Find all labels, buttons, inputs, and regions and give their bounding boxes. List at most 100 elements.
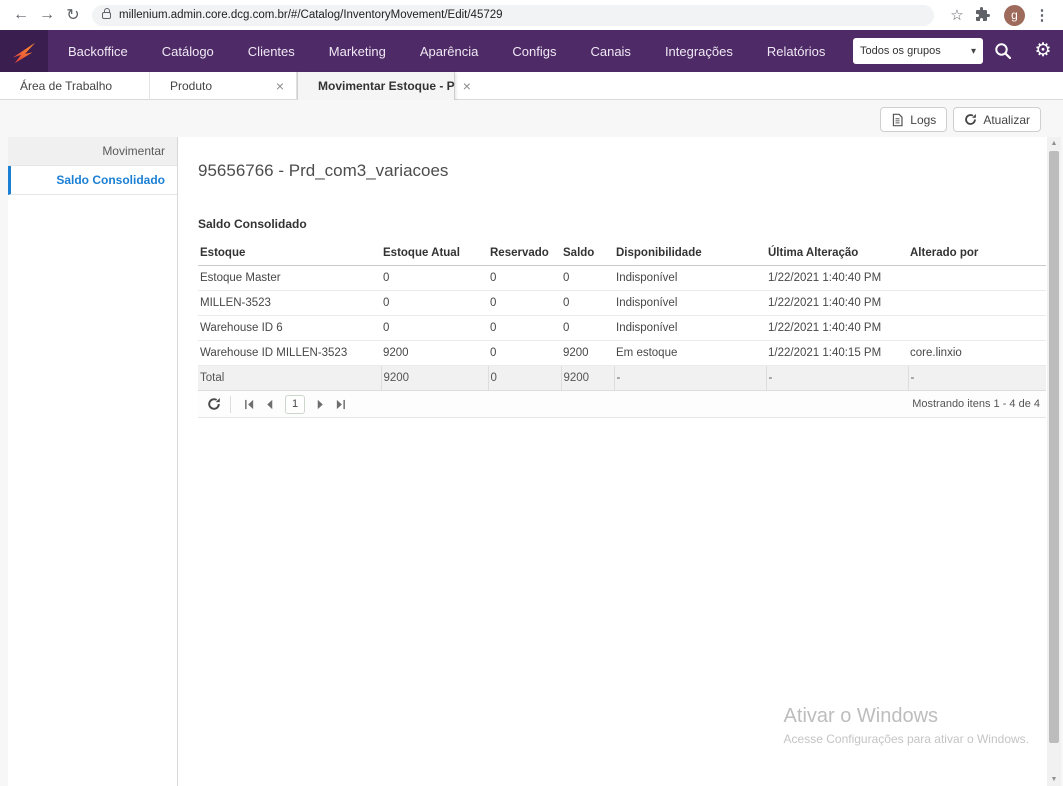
- table-row[interactable]: Estoque Master 0 0 0 Indisponível 1/22/2…: [198, 265, 1046, 291]
- scrollbar-track[interactable]: ▲ ▼: [1047, 137, 1061, 786]
- page-body: Logs Atualizar Movimentar Saldo Consolid…: [0, 100, 1063, 786]
- tab-produto[interactable]: Produto ×: [150, 72, 297, 100]
- total-cell: Total: [198, 365, 381, 391]
- cell: 0: [488, 290, 561, 316]
- column-header-alterado-por[interactable]: Alterado por: [908, 241, 1046, 266]
- settings-gear-icon[interactable]: ⚙: [1034, 40, 1052, 61]
- nav-item-canais[interactable]: Canais: [590, 43, 631, 59]
- cell: Warehouse ID MILLEN-3523: [198, 340, 381, 366]
- last-page-icon[interactable]: [330, 399, 351, 410]
- cell: 0: [561, 290, 614, 316]
- browser-actions: ☆ g ⋮: [944, 4, 1055, 26]
- cell: Em estoque: [614, 340, 766, 366]
- column-header-reservado[interactable]: Reservado: [488, 241, 561, 266]
- next-page-icon[interactable]: [311, 399, 330, 410]
- browser-toolbar: ← → ↻ millenium.admin.core.dcg.com.br/#/…: [0, 0, 1063, 30]
- nav-item-configs[interactable]: Configs: [512, 43, 557, 59]
- scrollbar-thumb[interactable]: [1049, 151, 1059, 743]
- column-header-estoque[interactable]: Estoque: [198, 241, 381, 266]
- table-row[interactable]: Warehouse ID MILLEN-3523 9200 0 9200 Em …: [198, 340, 1046, 366]
- cell: Indisponível: [614, 265, 766, 291]
- first-page-icon[interactable]: [239, 399, 260, 410]
- lock-icon: [102, 7, 111, 19]
- nav-item-catalogo[interactable]: Catálogo: [161, 43, 214, 59]
- scroll-down-icon[interactable]: ▼: [1050, 776, 1058, 783]
- cell: 0: [381, 315, 488, 341]
- prev-page-icon[interactable]: [260, 399, 279, 410]
- nav-item-relatorios[interactable]: Relatórios: [766, 43, 826, 59]
- watermark-title: Ativar o Windows: [783, 705, 939, 727]
- browser-menu-icon[interactable]: ⋮: [1034, 7, 1050, 24]
- cell: [908, 290, 1046, 316]
- reload-icon[interactable]: ↻: [66, 7, 80, 24]
- back-icon[interactable]: ←: [13, 6, 29, 23]
- url-bar[interactable]: millenium.admin.core.dcg.com.br/#/Catalo…: [92, 4, 934, 26]
- nav-item-aparencia[interactable]: Aparência: [419, 43, 479, 59]
- total-cell: -: [765, 365, 908, 391]
- sidebar: Movimentar Saldo Consolidado: [8, 137, 177, 786]
- pagination-status: Mostrando itens 1 - 4 de 4: [912, 398, 1040, 410]
- column-header-disponibilidade[interactable]: Disponibilidade: [614, 241, 766, 266]
- nav-menu: Backoffice Catálogo Clientes Marketing A…: [68, 44, 825, 59]
- logs-button[interactable]: Logs: [880, 107, 948, 132]
- page-toolbar: Logs Atualizar: [880, 107, 1041, 132]
- close-icon[interactable]: ×: [462, 78, 471, 94]
- search-icon[interactable]: [983, 41, 1023, 61]
- page-title: 95656766 - Prd_com3_variacoes: [198, 161, 449, 180]
- column-header-ultima-alteracao[interactable]: Última Alteração: [766, 241, 908, 266]
- cell: Estoque Master: [198, 265, 381, 291]
- table-row[interactable]: MILLEN-3523 0 0 0 Indisponível 1/22/2021…: [198, 290, 1046, 316]
- cell: [908, 315, 1046, 341]
- cell: 0: [488, 340, 561, 366]
- extensions-puzzle-icon[interactable]: [974, 7, 1000, 23]
- pager-refresh-icon[interactable]: [198, 397, 230, 411]
- profile-avatar[interactable]: g: [1004, 4, 1025, 26]
- cell: 1/22/2021 1:40:15 PM: [766, 340, 908, 366]
- cell: MILLEN-3523: [198, 290, 381, 316]
- column-header-saldo[interactable]: Saldo: [561, 241, 614, 266]
- forward-icon[interactable]: →: [39, 6, 55, 23]
- sidebar-item-movimentar[interactable]: Movimentar: [8, 137, 177, 166]
- logs-button-label: Logs: [910, 112, 937, 127]
- cell: 9200: [561, 340, 614, 366]
- tab-label: Movimentar Estoque - P: [318, 79, 455, 93]
- cell: Warehouse ID 6: [198, 315, 381, 341]
- bookmark-star-icon[interactable]: ☆: [950, 7, 964, 24]
- cell: Indisponível: [614, 315, 766, 341]
- nav-item-clientes[interactable]: Clientes: [247, 43, 295, 59]
- cell: 1/22/2021 1:40:40 PM: [766, 315, 908, 341]
- cell: 1/22/2021 1:40:40 PM: [766, 265, 908, 291]
- watermark-subtitle: Acesse Configurações para ativar o Windo…: [783, 732, 1029, 746]
- sidebar-item-saldo-consolidado[interactable]: Saldo Consolidado: [8, 166, 177, 195]
- nav-item-marketing[interactable]: Marketing: [328, 43, 386, 59]
- scroll-up-icon[interactable]: ▲: [1050, 140, 1058, 147]
- nav-item-backoffice[interactable]: Backoffice: [68, 43, 128, 59]
- tabstrip: Área de Trabalho Produto × Movimentar Es…: [0, 72, 1063, 100]
- millenium-logo-icon[interactable]: [0, 30, 48, 72]
- tab-movimentar-estoque[interactable]: Movimentar Estoque - P ×: [297, 72, 471, 100]
- cell: 9200: [381, 340, 488, 366]
- total-cell: -: [613, 365, 766, 391]
- total-cell: 0: [487, 365, 561, 391]
- table-row[interactable]: Warehouse ID 6 0 0 0 Indisponível 1/22/2…: [198, 315, 1046, 341]
- refresh-button-label: Atualizar: [983, 112, 1030, 127]
- tab-label: Área de Trabalho: [20, 79, 113, 93]
- total-cell: 9200: [380, 365, 488, 391]
- cell: Indisponível: [614, 290, 766, 316]
- close-icon[interactable]: ×: [275, 78, 284, 94]
- current-page-button[interactable]: 1: [285, 394, 305, 414]
- main-panel: 95656766 - Prd_com3_variacoes Saldo Cons…: [177, 137, 1047, 786]
- refresh-button[interactable]: Atualizar: [953, 107, 1041, 132]
- cell: 0: [488, 265, 561, 291]
- cell: 0: [381, 265, 488, 291]
- tab-area-de-trabalho[interactable]: Área de Trabalho: [0, 72, 150, 100]
- cell: 0: [561, 315, 614, 341]
- document-icon: [893, 113, 903, 126]
- column-header-estoque-atual[interactable]: Estoque Atual: [381, 241, 488, 266]
- nav-item-integracoes[interactable]: Integrações: [664, 43, 733, 59]
- app-navbar: Backoffice Catálogo Clientes Marketing A…: [0, 30, 1063, 72]
- cell: core.linxio: [908, 340, 1046, 366]
- group-select[interactable]: Todos os grupos ▾: [853, 38, 983, 64]
- cell: 0: [488, 315, 561, 341]
